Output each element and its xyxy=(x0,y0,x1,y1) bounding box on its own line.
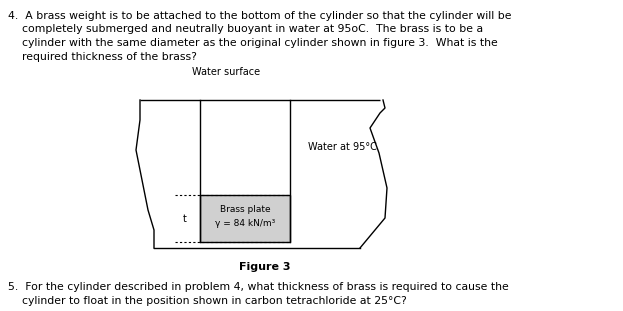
Text: completely submerged and neutrally buoyant in water at 95oC.  The brass is to be: completely submerged and neutrally buoya… xyxy=(8,25,483,35)
Text: cylinder to float in the position shown in carbon tetrachloride at 25°C?: cylinder to float in the position shown … xyxy=(8,295,407,305)
Text: Figure 3: Figure 3 xyxy=(239,262,291,272)
Bar xyxy=(200,195,290,242)
Text: Brass plate: Brass plate xyxy=(220,205,270,213)
Text: γ = 84 kN/m³: γ = 84 kN/m³ xyxy=(215,219,275,228)
Text: required thickness of the brass?: required thickness of the brass? xyxy=(8,52,197,62)
Text: t: t xyxy=(183,213,187,224)
Text: 5.  For the cylinder described in problem 4, what thickness of brass is required: 5. For the cylinder described in problem… xyxy=(8,282,509,292)
Text: 4.  A brass weight is to be attached to the bottom of the cylinder so that the c: 4. A brass weight is to be attached to t… xyxy=(8,11,511,21)
Text: Water surface: Water surface xyxy=(192,67,260,77)
Text: cylinder with the same diameter as the original cylinder shown in figure 3.  Wha: cylinder with the same diameter as the o… xyxy=(8,38,498,48)
Text: Water at 95°C: Water at 95°C xyxy=(308,142,377,152)
